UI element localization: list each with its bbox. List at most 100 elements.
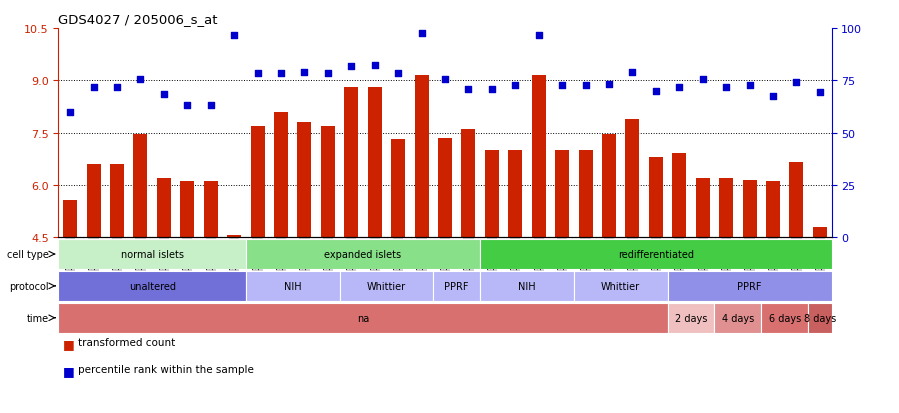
Bar: [485, 151, 499, 237]
Bar: [579, 151, 592, 237]
Text: 8 days: 8 days: [804, 313, 836, 323]
Point: [696, 76, 710, 83]
Text: normal islets: normal islets: [120, 249, 183, 259]
Text: 6 days: 6 days: [769, 313, 801, 323]
Bar: [668, 303, 715, 333]
Bar: [743, 180, 757, 237]
Bar: [508, 151, 522, 237]
Point: [438, 76, 452, 83]
Text: protocol: protocol: [10, 281, 49, 291]
Text: time: time: [27, 313, 49, 323]
Bar: [86, 164, 101, 237]
Point: [485, 86, 499, 93]
Bar: [340, 271, 433, 301]
Bar: [133, 135, 147, 237]
Bar: [438, 138, 452, 237]
Point: [461, 86, 476, 93]
Bar: [789, 163, 804, 237]
Point: [344, 64, 359, 71]
Bar: [433, 271, 480, 301]
Text: ■: ■: [63, 364, 75, 377]
Point: [227, 33, 241, 39]
Bar: [156, 178, 171, 237]
Bar: [719, 178, 734, 237]
Text: na: na: [357, 313, 369, 323]
Bar: [649, 157, 663, 237]
Bar: [110, 164, 124, 237]
Point: [203, 102, 218, 109]
Text: Whittier: Whittier: [601, 281, 640, 291]
Bar: [58, 303, 668, 333]
Bar: [696, 178, 709, 237]
Point: [321, 71, 335, 77]
Bar: [181, 182, 194, 237]
Bar: [602, 135, 616, 237]
Text: NIH: NIH: [518, 281, 536, 291]
Text: redifferentiated: redifferentiated: [618, 249, 694, 259]
Bar: [626, 119, 639, 237]
Bar: [555, 151, 569, 237]
Bar: [766, 182, 780, 237]
Point: [110, 85, 124, 91]
Bar: [813, 227, 827, 237]
Bar: [668, 271, 832, 301]
Point: [813, 90, 827, 97]
Point: [578, 83, 592, 90]
Bar: [58, 240, 245, 269]
Text: NIH: NIH: [284, 281, 301, 291]
Point: [298, 69, 312, 76]
Text: PPRF: PPRF: [444, 281, 469, 291]
Text: ■: ■: [63, 337, 75, 350]
Point: [789, 79, 804, 86]
Point: [508, 83, 522, 90]
Bar: [63, 201, 77, 237]
Text: unaltered: unaltered: [129, 281, 175, 291]
Bar: [414, 76, 429, 237]
Bar: [245, 240, 480, 269]
Bar: [672, 154, 686, 237]
Point: [133, 76, 147, 83]
Point: [531, 33, 546, 39]
Text: PPRF: PPRF: [737, 281, 761, 291]
Text: expanded islets: expanded islets: [325, 249, 402, 259]
Point: [180, 102, 194, 109]
Point: [156, 92, 171, 98]
Bar: [391, 140, 405, 237]
Point: [555, 83, 569, 90]
Text: GDS4027 / 205006_s_at: GDS4027 / 205006_s_at: [58, 13, 218, 26]
Point: [251, 71, 265, 77]
Point: [368, 62, 382, 69]
Bar: [274, 112, 288, 237]
Bar: [574, 271, 668, 301]
Point: [672, 85, 687, 91]
Bar: [204, 182, 218, 237]
Point: [274, 71, 289, 77]
Bar: [245, 271, 340, 301]
Text: transformed count: transformed count: [78, 337, 175, 347]
Point: [63, 109, 77, 116]
Bar: [58, 271, 245, 301]
Bar: [368, 88, 382, 237]
Bar: [227, 236, 241, 237]
Point: [649, 88, 663, 95]
Bar: [480, 240, 832, 269]
Bar: [480, 271, 574, 301]
Point: [766, 93, 780, 100]
Point: [625, 69, 639, 76]
Bar: [808, 303, 832, 333]
Text: percentile rank within the sample: percentile rank within the sample: [78, 364, 254, 374]
Bar: [761, 303, 808, 333]
Bar: [298, 123, 311, 237]
Bar: [715, 303, 761, 333]
Bar: [321, 126, 335, 237]
Bar: [461, 130, 476, 237]
Bar: [531, 76, 546, 237]
Point: [601, 81, 616, 88]
Text: cell type: cell type: [7, 249, 49, 259]
Text: 2 days: 2 days: [675, 313, 708, 323]
Bar: [251, 126, 264, 237]
Bar: [344, 88, 359, 237]
Point: [719, 85, 734, 91]
Point: [414, 31, 429, 38]
Text: 4 days: 4 days: [722, 313, 754, 323]
